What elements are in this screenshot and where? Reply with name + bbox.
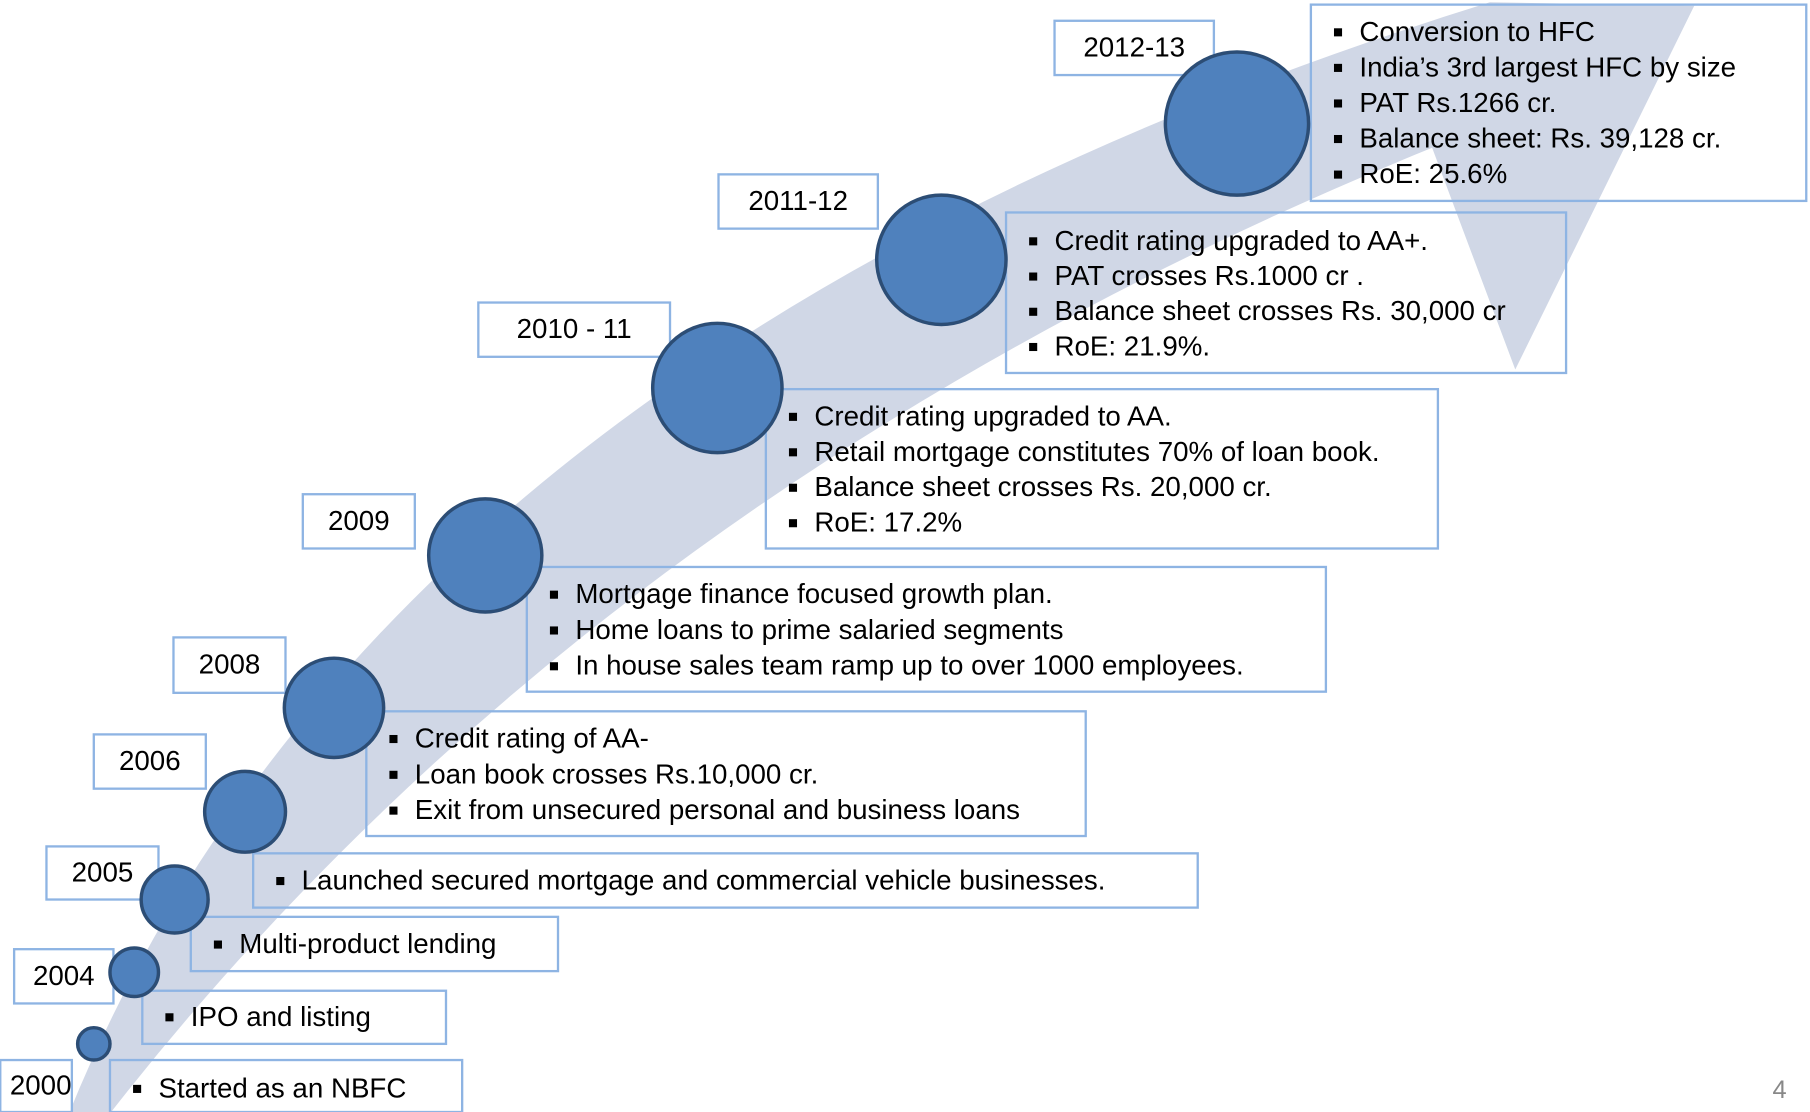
bullet <box>788 519 798 528</box>
year-label: 2005 <box>72 856 134 887</box>
bullet <box>165 1013 174 1022</box>
bullet <box>1333 63 1343 72</box>
bullet <box>1029 237 1038 246</box>
milestone-point: IPO and listing <box>191 1001 371 1032</box>
milestone-point: Exit from unsecured personal and busines… <box>415 794 1020 825</box>
milestone-circle <box>282 656 386 760</box>
milestone-point: Loan book crosses Rs.10,000 cr. <box>415 758 818 789</box>
bullet <box>788 483 798 492</box>
year-box <box>12 948 115 1005</box>
milestone-point: PAT crosses Rs.1000 cr . <box>1055 260 1364 291</box>
milestone-point: Home loans to prime salaried segments <box>575 614 1063 645</box>
bullet <box>133 1084 142 1093</box>
bullet <box>389 734 398 744</box>
milestone-point: Multi-product lending <box>239 928 496 959</box>
year-label: 2000 <box>10 1069 72 1100</box>
year-box <box>301 493 416 550</box>
year-box <box>172 636 287 694</box>
bullet <box>389 770 398 779</box>
year-label: 2004 <box>33 960 95 991</box>
milestone-circle <box>75 1025 112 1062</box>
milestone-circle <box>426 497 544 614</box>
year-label: 2009 <box>328 505 390 536</box>
milestone-circle <box>1163 50 1311 197</box>
milestone-point: Retail mortgage constitutes 70% of loan … <box>814 436 1379 467</box>
milestone-point: Credit rating of AA- <box>415 722 649 753</box>
bullet <box>788 412 798 421</box>
bullet <box>276 877 285 886</box>
milestone-box <box>1309 3 1808 203</box>
bullet <box>213 940 222 949</box>
milestone-point: Mortgage finance focused growth plan. <box>575 578 1052 609</box>
year-box <box>92 733 207 790</box>
bullet <box>389 806 398 815</box>
milestone-point: Started as an NBFC <box>158 1072 406 1103</box>
milestone-box <box>764 387 1440 550</box>
growth-arrow <box>69 2 1695 1112</box>
milestone-point: India’s 3rd largest HFC by size <box>1359 51 1736 82</box>
year-label: 2006 <box>119 745 181 776</box>
year-box <box>0 1058 74 1112</box>
year-label: 2008 <box>199 649 261 680</box>
year-label: 2010 - 11 <box>517 313 632 344</box>
milestone-point: Conversion to HFC <box>1359 16 1595 47</box>
bullet <box>1333 170 1343 179</box>
milestone-point: RoE: 17.2% <box>814 507 962 538</box>
milestone-circle <box>650 321 784 455</box>
bullet <box>549 590 559 599</box>
bullet <box>1333 28 1343 37</box>
milestone-point: Balance sheet crosses Rs. 30,000 cr <box>1055 295 1506 326</box>
milestone-box <box>108 1058 464 1112</box>
year-box <box>1053 19 1216 77</box>
milestone-box <box>525 565 1328 693</box>
bullet <box>549 626 559 635</box>
milestone-box <box>1004 211 1568 375</box>
bullet <box>1333 99 1343 108</box>
milestone-point: Balance sheet crosses Rs. 20,000 cr. <box>814 471 1271 502</box>
milestone-point: RoE: 25.6% <box>1359 158 1507 189</box>
bullet <box>1029 307 1038 316</box>
milestone-box <box>189 915 560 973</box>
year-box <box>45 845 160 901</box>
milestone-point: Launched secured mortgage and commercial… <box>302 865 1106 896</box>
milestone-box <box>365 710 1087 838</box>
milestone-circle <box>874 193 1008 327</box>
milestone-circle <box>202 769 288 854</box>
year-box <box>717 173 880 230</box>
milestone-circle <box>139 864 210 935</box>
milestone-point: Balance sheet: Rs. 39,128 cr. <box>1359 122 1721 153</box>
year-box <box>477 301 672 358</box>
bullet <box>1029 272 1038 281</box>
bullet <box>1029 342 1038 352</box>
bullet <box>549 662 559 671</box>
milestone-point: PAT Rs.1266 cr. <box>1359 87 1556 118</box>
year-label: 2012-13 <box>1083 31 1185 62</box>
milestone-point: In house sales team ramp up to over 1000… <box>575 650 1243 681</box>
bullet <box>788 448 798 457</box>
page-number: 4 <box>1773 1076 1787 1104</box>
milestone-point: Credit rating upgraded to AA+. <box>1055 225 1428 256</box>
bullet <box>1333 134 1343 144</box>
year-label: 2011-12 <box>748 185 848 216</box>
milestone-box <box>252 852 1199 909</box>
milestone-circle <box>108 946 161 999</box>
milestone-point: RoE: 21.9%. <box>1055 330 1211 361</box>
milestone-box <box>141 989 448 1046</box>
milestone-point: Credit rating upgraded to AA. <box>814 400 1171 431</box>
